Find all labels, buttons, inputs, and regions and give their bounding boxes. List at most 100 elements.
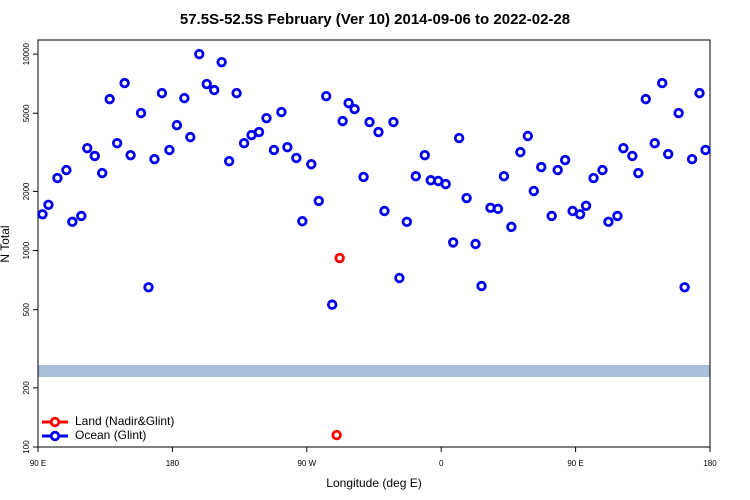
point <box>61 164 72 176</box>
plot-frame <box>37 39 711 448</box>
point <box>597 164 608 176</box>
point <box>238 137 250 149</box>
point <box>394 272 405 284</box>
point <box>440 178 451 190</box>
point <box>97 167 108 179</box>
legend-marker <box>49 430 61 442</box>
point <box>67 216 78 228</box>
x-tick-label: 0 <box>439 459 444 468</box>
point <box>476 280 487 292</box>
x-tick-label: 90 W <box>297 459 316 468</box>
point <box>89 150 100 162</box>
x-tick-label: 90 E <box>567 459 583 468</box>
point <box>119 77 130 89</box>
point <box>111 137 123 149</box>
point <box>453 132 465 144</box>
point <box>125 149 136 161</box>
y-tick-label: 1000 <box>22 241 31 259</box>
point <box>334 252 345 264</box>
point <box>492 203 504 215</box>
point <box>135 107 147 119</box>
point <box>679 282 690 293</box>
x-axis-label: Longitude (deg E) <box>326 476 421 490</box>
point <box>618 142 629 154</box>
point <box>291 152 302 164</box>
point <box>694 87 705 99</box>
point <box>461 192 472 204</box>
point <box>268 144 280 156</box>
y-tick-label: 10000 <box>22 42 31 65</box>
legend-marker <box>49 416 61 428</box>
point <box>686 153 698 165</box>
point <box>331 429 342 441</box>
point <box>358 171 369 183</box>
point <box>76 210 87 222</box>
point <box>306 159 317 170</box>
point <box>231 87 242 99</box>
point <box>522 130 534 142</box>
point <box>379 205 390 217</box>
y-tick-label: 200 <box>22 381 31 395</box>
point <box>326 299 338 310</box>
y-tick-label: 5000 <box>22 104 31 122</box>
point <box>209 84 220 96</box>
point <box>498 171 510 182</box>
point <box>216 56 227 68</box>
point <box>528 185 539 197</box>
point <box>506 221 517 233</box>
point <box>640 93 651 105</box>
legend-label: Ocean (Glint) <box>75 428 146 442</box>
x-tick-label: 180 <box>703 459 717 468</box>
legend-label: Land (Nadir&Glint) <box>75 414 174 428</box>
point <box>253 126 265 138</box>
point <box>373 126 384 138</box>
point <box>574 209 586 220</box>
point <box>337 115 348 127</box>
point <box>297 216 308 227</box>
y-axis-label: N Total <box>0 225 12 262</box>
point <box>470 238 481 250</box>
point <box>104 93 115 105</box>
point <box>201 78 212 90</box>
point <box>388 116 399 128</box>
point <box>43 199 54 210</box>
point <box>349 103 360 115</box>
point <box>700 144 711 156</box>
point <box>313 195 324 207</box>
point <box>143 282 154 293</box>
point <box>580 200 592 211</box>
point <box>657 77 668 89</box>
point <box>588 172 599 184</box>
point <box>321 90 332 102</box>
point <box>343 97 354 109</box>
y-tick-label: 2000 <box>22 182 31 200</box>
point <box>515 146 526 158</box>
y-tick-label: 100 <box>22 440 31 454</box>
point <box>401 216 413 228</box>
chart-title: 57.5S-52.5S February (Ver 10) 2014-09-06… <box>180 11 570 28</box>
point <box>52 172 63 184</box>
point <box>179 92 190 104</box>
point <box>559 154 571 166</box>
point <box>149 153 160 165</box>
point <box>673 107 684 119</box>
point <box>37 209 48 220</box>
point <box>282 141 293 153</box>
x-tick-label: 180 <box>166 459 180 468</box>
point <box>364 116 375 128</box>
point <box>185 131 196 143</box>
point <box>223 156 235 167</box>
point <box>546 210 557 222</box>
point <box>410 171 422 182</box>
point <box>276 106 287 118</box>
point <box>536 161 547 173</box>
y-tick-label: 500 <box>22 302 31 316</box>
point <box>82 142 93 154</box>
background-band <box>38 365 710 377</box>
point <box>633 167 644 179</box>
point <box>194 48 205 60</box>
point <box>419 149 430 161</box>
point <box>261 112 272 124</box>
x-tick-label: 90 E <box>30 459 46 468</box>
